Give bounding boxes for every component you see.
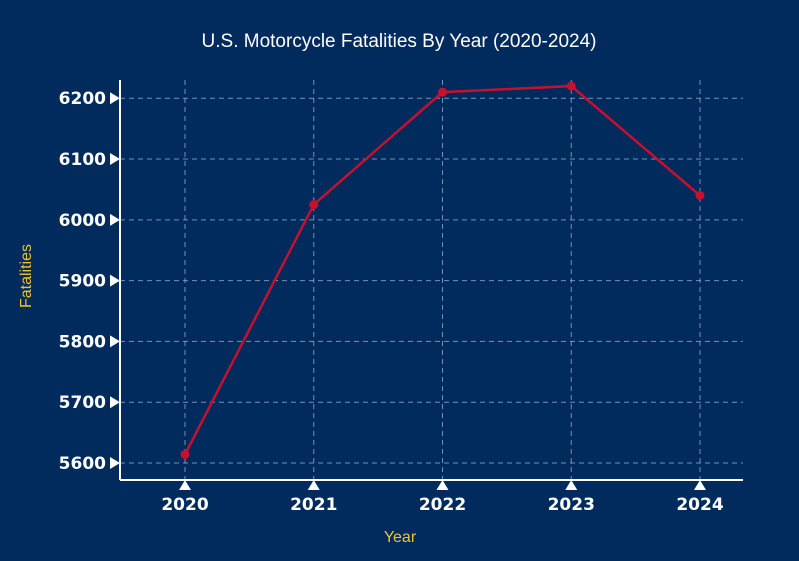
x-tick-mark <box>436 480 449 490</box>
data-point <box>695 191 705 201</box>
data-point <box>438 87 447 97</box>
grid <box>120 80 743 480</box>
y-tick-label: 5600 <box>59 454 106 474</box>
y-tick-label: 6100 <box>59 150 106 170</box>
y-tick-mark <box>110 92 120 105</box>
y-tick-mark <box>110 153 120 166</box>
y-axis-label: Fatalities <box>18 244 35 308</box>
chart-title: U.S. Motorcycle Fatalities By Year (2020… <box>202 31 597 52</box>
x-tick-mark <box>565 480 578 490</box>
x-axis-label: Year <box>384 529 417 546</box>
y-tick-label: 6000 <box>59 211 106 231</box>
x-tick-label: 2024 <box>676 495 723 515</box>
data-point <box>309 200 319 210</box>
x-tick-label: 2020 <box>161 495 208 515</box>
series <box>180 81 705 459</box>
x-tick-label: 2022 <box>419 495 466 515</box>
y-tick-mark <box>110 396 120 409</box>
y-tick-label: 6200 <box>59 89 106 109</box>
y-tick-mark <box>110 274 120 287</box>
y-tick-label: 5900 <box>59 272 106 292</box>
axes <box>119 80 743 481</box>
y-tick-label: 5700 <box>59 393 106 413</box>
x-tick-mark <box>307 480 320 490</box>
y-tick-mark <box>110 335 120 348</box>
ticks: 5600 5700 5800 5900 6000 6100 6200 2020 2021 2022… <box>59 89 724 515</box>
data-point <box>566 81 576 91</box>
y-tick-mark <box>110 456 120 469</box>
x-tick-label: 2023 <box>548 495 595 515</box>
y-tick-label: 5800 <box>59 332 106 352</box>
x-tick-mark <box>179 480 191 490</box>
y-tick-mark <box>110 213 120 226</box>
x-tick-mark <box>694 480 706 490</box>
x-tick-label: 2021 <box>290 495 337 515</box>
data-point <box>180 449 190 459</box>
